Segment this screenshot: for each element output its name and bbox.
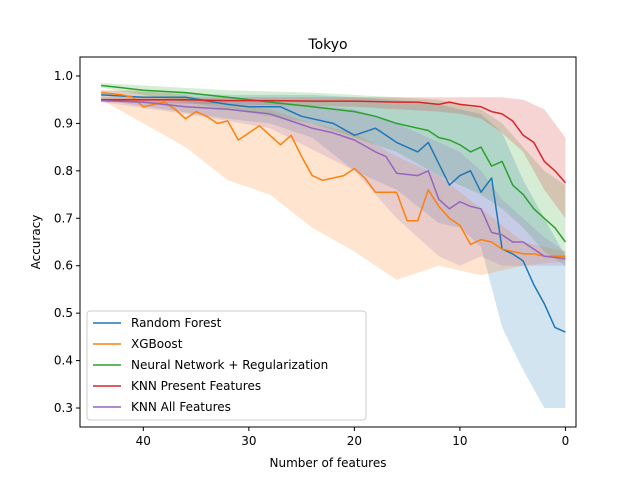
legend-label-3: KNN Present Features	[131, 379, 261, 393]
y-tick-label: 0.5	[54, 306, 73, 320]
y-tick-label: 0.7	[54, 211, 73, 225]
series-line-2	[101, 84, 567, 243]
series-line-4	[101, 99, 566, 260]
series-line-3	[101, 98, 566, 184]
series-line-0	[101, 94, 566, 333]
y-axis-ticks: 0.3 0.4 0.5 0.6 0.7 0.8 0.9 1.0	[54, 69, 80, 415]
legend: Random Forest XGBoost Neural Network + Reg…	[86, 310, 367, 421]
y-tick-label: 1.0	[54, 69, 73, 83]
band-1	[101, 90, 566, 280]
x-tick-label: 30	[241, 434, 256, 448]
y-tick-label: 0.4	[54, 354, 73, 368]
legend-box	[86, 310, 367, 421]
band-3	[101, 97, 566, 219]
legend-label-1: XGBoost	[131, 337, 183, 351]
band-4	[101, 99, 566, 266]
legend-label-0: Random Forest	[131, 316, 222, 330]
confidence-bands	[101, 83, 566, 408]
series-line-1	[101, 91, 566, 257]
y-tick-label: 0.9	[54, 116, 73, 130]
x-axis-label: Number of features	[270, 456, 387, 470]
y-tick-label: 0.6	[54, 259, 73, 273]
series-lines	[101, 84, 567, 333]
x-tick-label: 10	[452, 434, 467, 448]
x-tick-label: 20	[347, 434, 362, 448]
band-0	[101, 90, 566, 408]
y-tick-label: 0.3	[54, 401, 73, 415]
y-axis-label: Accuracy	[29, 215, 43, 270]
band-2	[101, 83, 566, 266]
x-tick-label: 40	[136, 434, 151, 448]
legend-label-4: KNN All Features	[131, 400, 231, 414]
chart-title: Tokyo	[307, 37, 347, 53]
y-tick-label: 0.8	[54, 164, 73, 178]
x-axis-ticks: 40 30 20 10 0	[136, 427, 570, 448]
plot-frame	[79, 56, 577, 428]
x-tick-label: 0	[562, 434, 570, 448]
legend-label-2: Neural Network + Regularization	[131, 358, 328, 372]
